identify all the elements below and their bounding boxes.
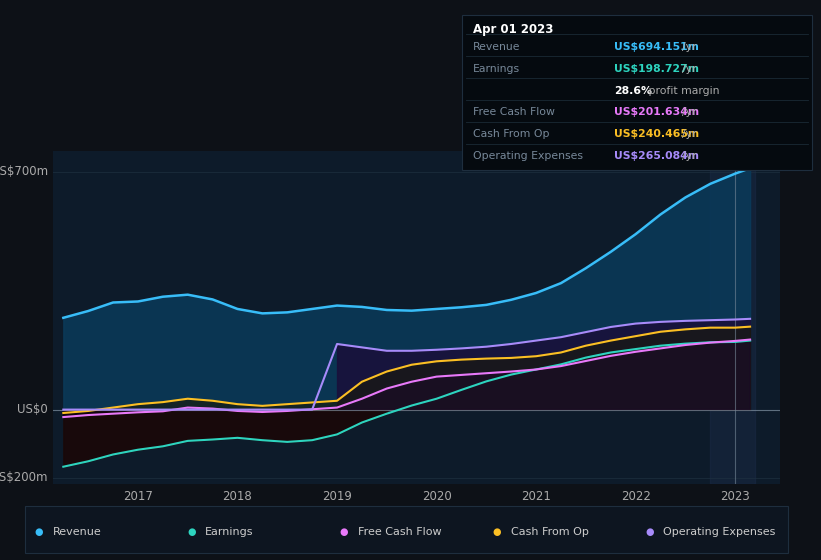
Text: Free Cash Flow: Free Cash Flow (358, 527, 442, 536)
Text: ●: ● (34, 527, 43, 536)
Text: /yr: /yr (682, 151, 696, 161)
Text: /yr: /yr (682, 108, 696, 118)
Text: Revenue: Revenue (53, 527, 101, 536)
Text: 28.6%: 28.6% (614, 86, 652, 96)
Text: US$198.727m: US$198.727m (614, 64, 699, 73)
Text: profit margin: profit margin (645, 86, 719, 96)
Text: /yr: /yr (682, 129, 696, 139)
Text: ●: ● (340, 527, 348, 536)
Text: Free Cash Flow: Free Cash Flow (473, 108, 554, 118)
Text: Revenue: Revenue (473, 42, 521, 52)
Text: US$240.465m: US$240.465m (614, 129, 699, 139)
Text: US$201.634m: US$201.634m (614, 108, 699, 118)
Text: US$694.151m: US$694.151m (614, 42, 699, 52)
Text: /yr: /yr (682, 42, 696, 52)
Text: ●: ● (645, 527, 654, 536)
Text: Earnings: Earnings (473, 64, 520, 73)
Text: ●: ● (493, 527, 501, 536)
Text: Cash From Op: Cash From Op (473, 129, 549, 139)
Bar (710, 151, 755, 484)
Text: US$265.084m: US$265.084m (614, 151, 699, 161)
Text: ●: ● (187, 527, 195, 536)
Text: Apr 01 2023: Apr 01 2023 (473, 23, 553, 36)
Text: /yr: /yr (682, 64, 696, 73)
Text: Cash From Op: Cash From Op (511, 527, 589, 536)
Text: Earnings: Earnings (205, 527, 254, 536)
Text: Operating Expenses: Operating Expenses (473, 151, 583, 161)
Text: Operating Expenses: Operating Expenses (663, 527, 776, 536)
